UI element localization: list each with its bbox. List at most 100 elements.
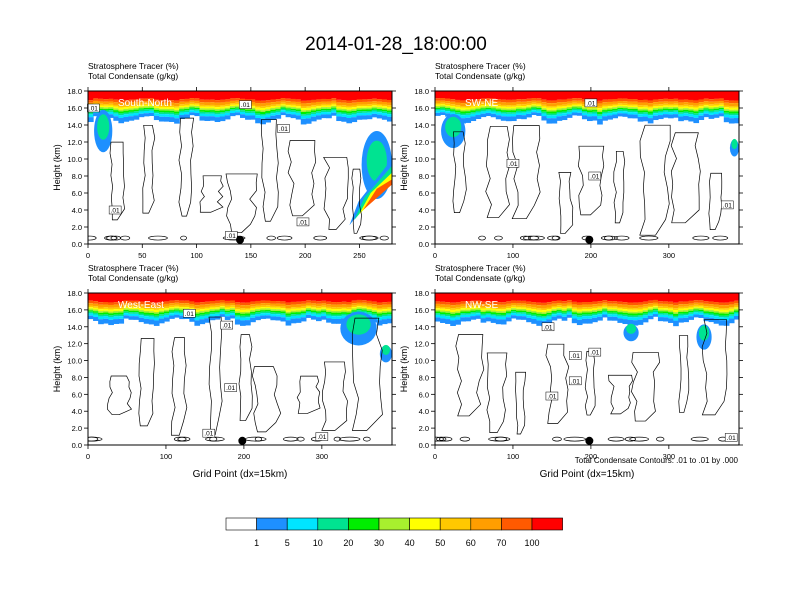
tracer-cell xyxy=(713,304,720,308)
tracer-cell xyxy=(733,111,739,114)
tracer-cell xyxy=(371,101,378,104)
tracer-cell xyxy=(366,115,373,120)
tracer-cell xyxy=(153,313,160,316)
tracer-cell xyxy=(351,105,358,108)
tracer-cell xyxy=(683,102,689,105)
tracer-cell xyxy=(204,106,211,109)
tracer-cell xyxy=(657,110,664,113)
tracer-cell xyxy=(703,312,710,315)
tracer-cell xyxy=(346,91,353,101)
tracer-cell xyxy=(718,309,725,312)
low-cloud-contour xyxy=(600,235,618,241)
tracer-cell xyxy=(642,301,649,305)
tracer-cell xyxy=(581,312,588,315)
tracer-cell xyxy=(490,310,497,313)
tracer-cell xyxy=(366,310,373,313)
tracer-cell xyxy=(516,110,522,113)
tracer-cell xyxy=(224,310,231,313)
tracer-cell xyxy=(194,91,201,99)
tracer-cell xyxy=(678,102,684,106)
tracer-cell xyxy=(460,118,466,124)
tracer-cell xyxy=(169,308,175,311)
contour-label: .01 xyxy=(723,202,732,209)
tracer-cell xyxy=(280,309,287,312)
tracer-cell xyxy=(500,307,507,310)
contour-label: .01 xyxy=(226,385,235,392)
tracer-cell xyxy=(602,314,608,318)
tracer-cell xyxy=(571,318,578,324)
tracer-cell xyxy=(336,318,342,324)
tracer-cell xyxy=(224,307,231,310)
tracer-cell xyxy=(133,106,140,108)
tracer-cell xyxy=(652,314,659,317)
tracer-cell xyxy=(490,108,497,110)
tracer-cell xyxy=(174,91,180,101)
tracer-cell xyxy=(490,318,497,323)
tracer-cell xyxy=(485,311,492,314)
tracer-cell xyxy=(240,110,246,112)
tracer-cell xyxy=(300,118,307,125)
tracer-cell xyxy=(642,313,649,316)
tracer-cell xyxy=(546,100,553,104)
tracer-cell xyxy=(234,102,241,105)
tracer-cell xyxy=(607,106,613,108)
tracer-cell xyxy=(435,104,441,106)
location-marker xyxy=(585,436,594,445)
tracer-cell xyxy=(663,106,669,109)
tracer-cell xyxy=(455,108,461,111)
tracer-cell xyxy=(526,101,532,104)
condensate-contour xyxy=(199,175,224,213)
tracer-cell xyxy=(316,307,322,310)
tracer-cell xyxy=(521,112,527,116)
tracer-cell xyxy=(148,106,155,108)
tracer-cell xyxy=(728,113,735,116)
tracer-cell xyxy=(118,117,125,124)
tracer-cell xyxy=(280,102,287,105)
tracer-cell xyxy=(632,309,639,312)
tracer-cell xyxy=(371,105,378,107)
tracer-cell xyxy=(647,305,654,308)
tracer-cell xyxy=(98,106,104,109)
tracer-cell xyxy=(581,318,588,324)
tracer-cell xyxy=(133,91,140,100)
tracer-cell xyxy=(612,101,618,104)
tracer-cell xyxy=(465,317,472,322)
tracer-cell xyxy=(148,91,155,99)
tracer-cell xyxy=(500,116,507,121)
tracer-cell xyxy=(331,304,337,308)
tracer-cell xyxy=(295,107,302,110)
tracer-cell xyxy=(632,311,639,314)
tracer-cell xyxy=(627,101,634,104)
tracer-cell xyxy=(336,312,342,315)
tracer-cell xyxy=(123,300,130,304)
tracer-cell xyxy=(224,309,231,311)
tracer-cell xyxy=(723,309,730,312)
tracer-cell xyxy=(693,300,700,303)
tracer-cell xyxy=(455,316,461,320)
condensate-contour xyxy=(577,145,605,216)
y-tick-label: 8.0 xyxy=(419,373,429,382)
tracer-cell xyxy=(381,304,388,308)
tracer-cell xyxy=(581,307,588,309)
tracer-cell xyxy=(245,311,251,314)
tracer-cell xyxy=(673,110,679,112)
tracer-cell xyxy=(310,112,317,114)
tracer-cell xyxy=(693,307,700,310)
tracer-cell xyxy=(592,308,598,311)
tracer-cell xyxy=(331,91,337,99)
tracer-cell xyxy=(240,311,246,314)
tracer-cell xyxy=(673,106,679,109)
tracer-cell xyxy=(521,110,527,113)
tracer-cell xyxy=(361,111,368,113)
tracer-cell xyxy=(184,101,190,104)
tracer-cell xyxy=(148,312,155,315)
tracer-cell xyxy=(148,319,155,325)
tracer-cell xyxy=(556,306,563,309)
tracer-cell xyxy=(158,112,165,115)
tracer-cell xyxy=(713,108,720,111)
tracer-cell xyxy=(103,101,109,105)
tracer-cell xyxy=(480,306,487,309)
tracer-cell xyxy=(336,310,342,313)
tracer-cell xyxy=(576,319,583,326)
tracer-cell xyxy=(693,100,700,104)
